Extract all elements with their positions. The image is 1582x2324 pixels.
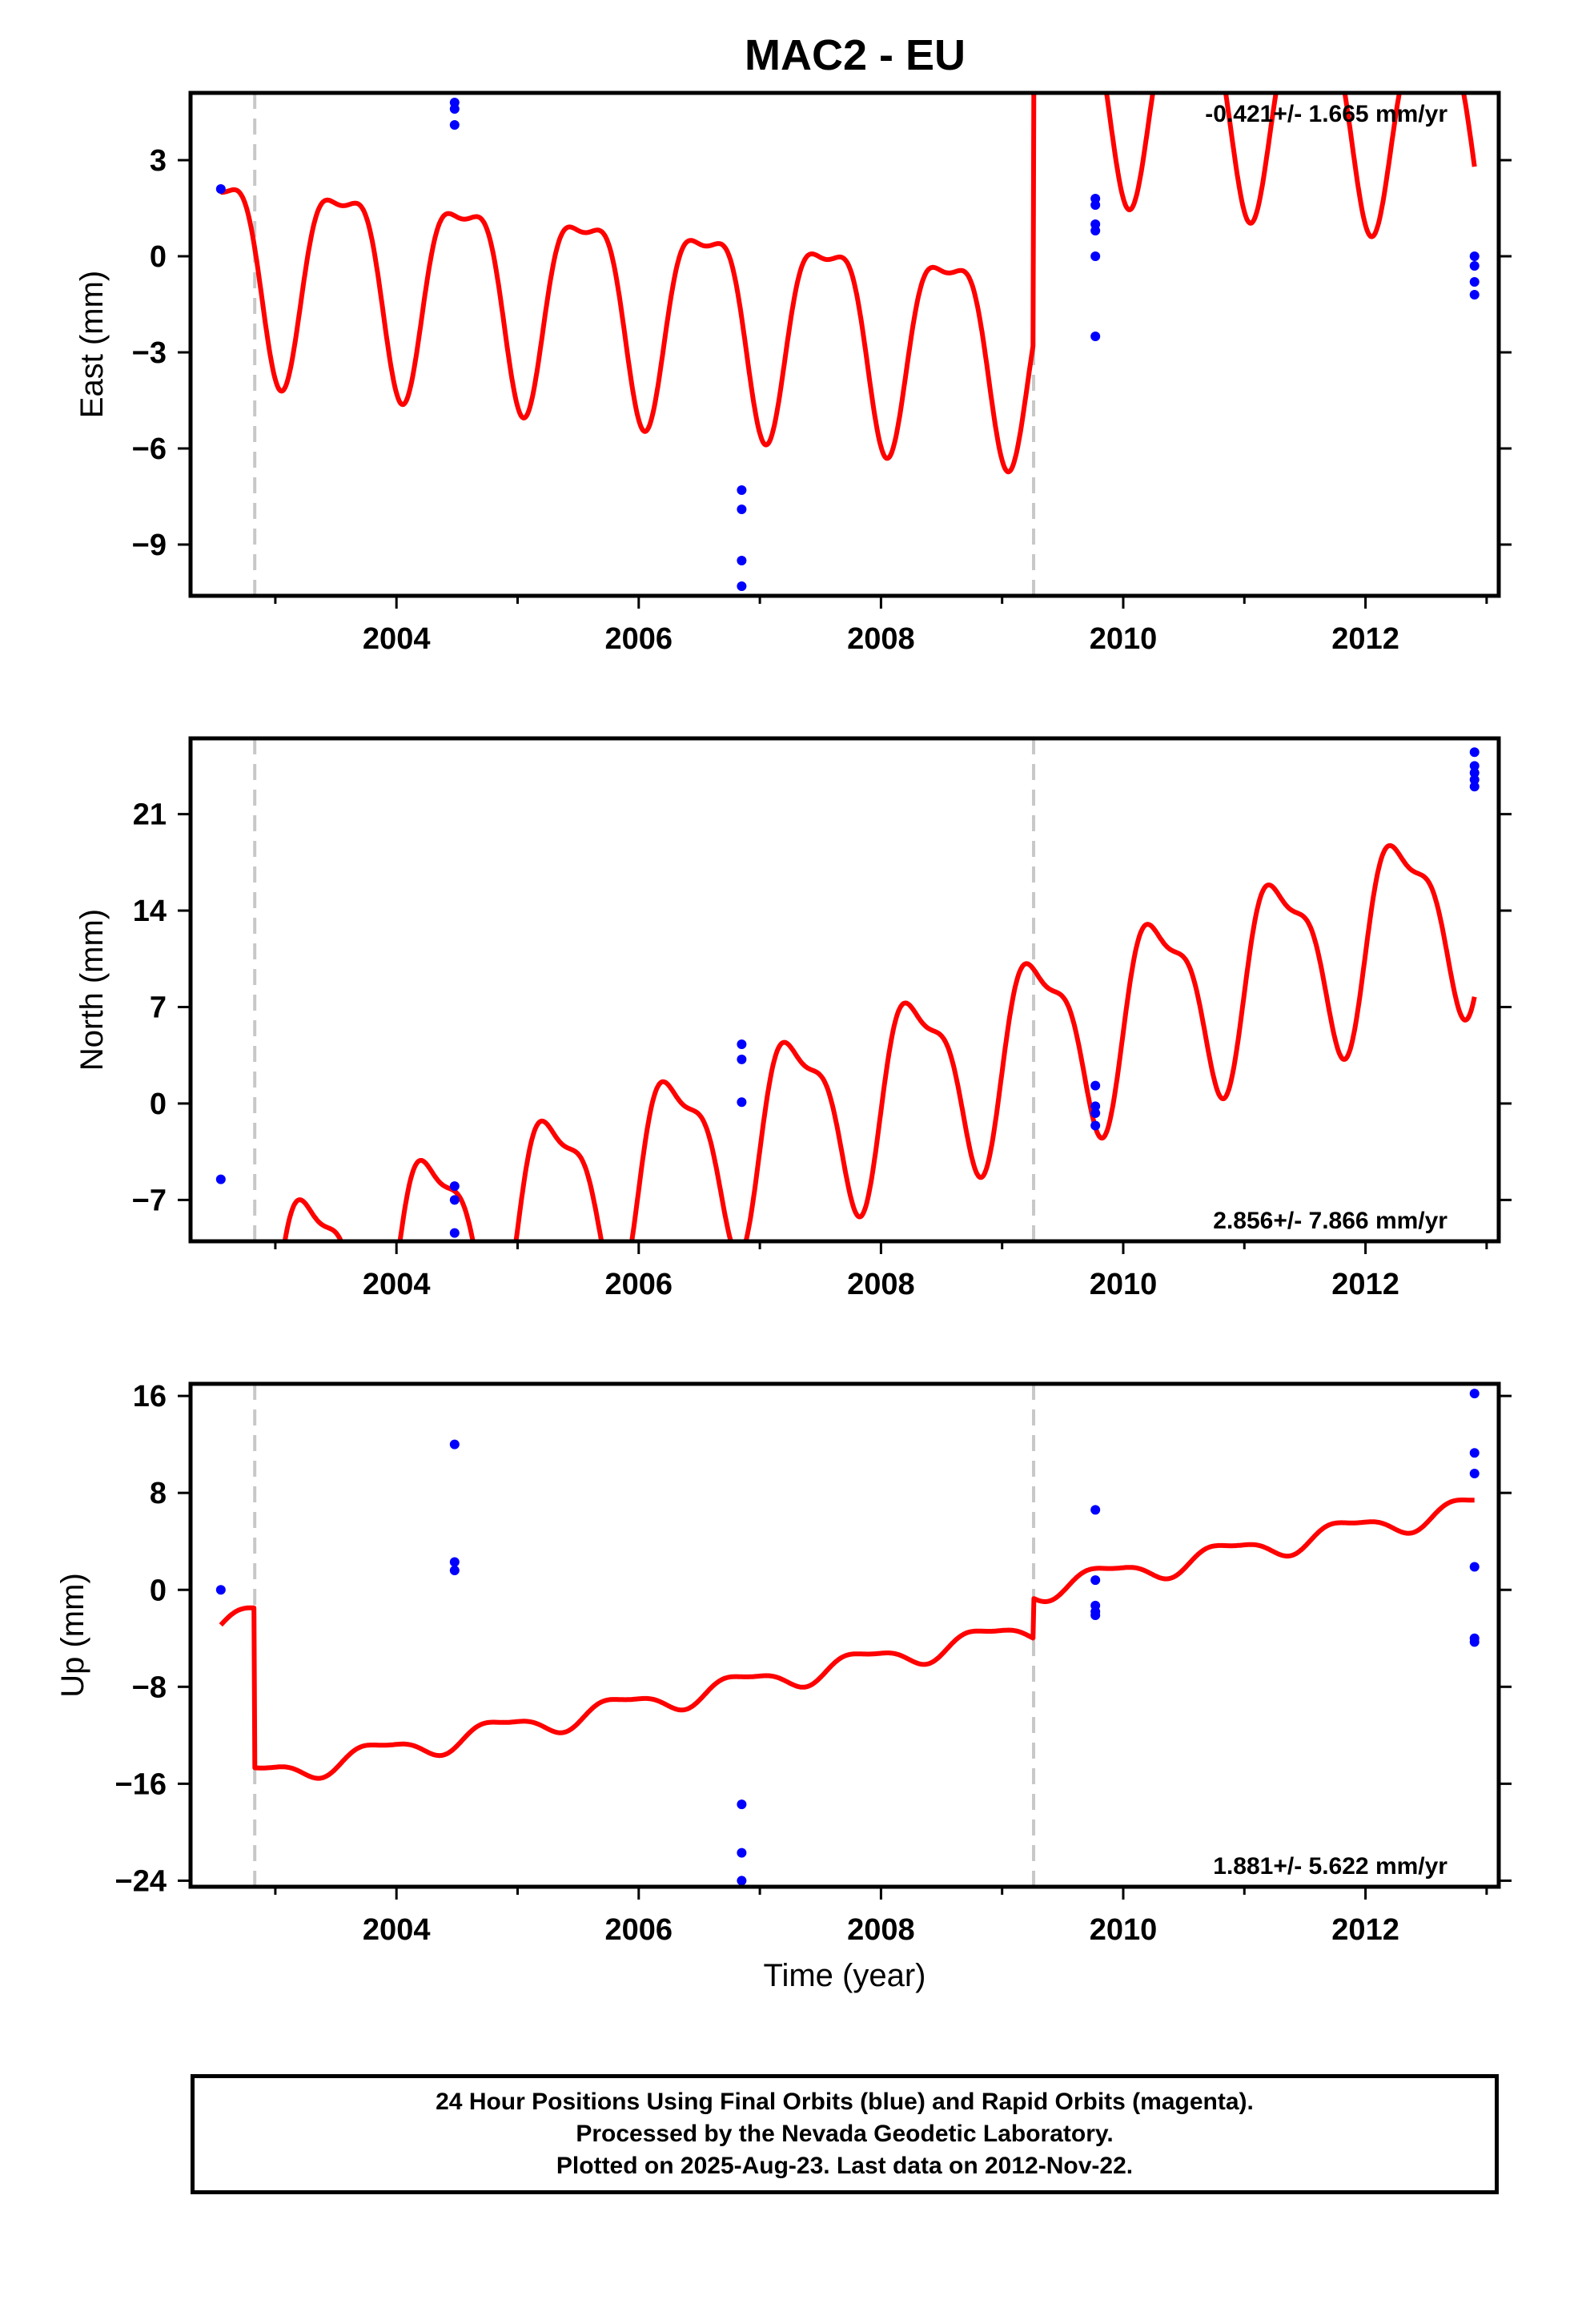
- north-data-point: [1090, 1080, 1101, 1091]
- east-data-point: [737, 581, 747, 591]
- east-ytick-label: −9: [132, 529, 167, 562]
- east-data-point: [1090, 200, 1101, 210]
- north-data-point: [1469, 768, 1480, 778]
- up-data-point: [449, 1557, 460, 1567]
- chart-title: MAC2 - EU: [744, 31, 966, 79]
- east-panel-frame: [188, 90, 1501, 598]
- up-data-point: [215, 1585, 226, 1595]
- north-data-point: [1469, 761, 1480, 771]
- up-xtick-label: 2006: [605, 1913, 673, 1947]
- east-xtick-label: 2008: [847, 622, 915, 656]
- east-ytick-label: 0: [150, 240, 167, 274]
- north-data-point: [737, 1054, 747, 1064]
- east-data-point: [1469, 277, 1480, 287]
- north-panel-frame: [188, 736, 1501, 1244]
- north-ytick-label: −7: [132, 1184, 167, 1217]
- up-rate-label: 1.881+/- 5.622 mm/yr: [1213, 1853, 1447, 1880]
- up-data-point: [1469, 1389, 1480, 1399]
- east-ylabel: East (mm): [74, 271, 110, 418]
- up-data-point: [1469, 1562, 1480, 1572]
- east-data-point: [449, 104, 460, 114]
- north-data-point: [449, 1181, 460, 1192]
- east-panel: 2004 2006 2008 2010 2012 3 0 −3 −6 −9 East (mm) -…: [74, 90, 1512, 656]
- north-data-point: [1469, 747, 1480, 758]
- footer-caption-box: 24 Hour Positions Using Final Orbits (bl…: [191, 2074, 1499, 2194]
- north-ytick-label: 7: [150, 991, 167, 1025]
- north-data-point: [737, 1039, 747, 1049]
- east-data-point: [1090, 251, 1101, 261]
- east-data-point: [1469, 251, 1480, 261]
- up-data-point: [1469, 1468, 1480, 1478]
- north-data-point: [215, 1174, 226, 1184]
- up-ytick-label: 8: [150, 1477, 167, 1510]
- footer-line-1: 24 Hour Positions Using Final Orbits (bl…: [436, 2089, 1254, 2115]
- east-data-point: [215, 184, 226, 194]
- up-xtick-label: 2010: [1090, 1913, 1158, 1947]
- east-xtick-label: 2010: [1090, 622, 1158, 656]
- footer-line-3: Plotted on 2025-Aug-23. Last data on 201…: [556, 2153, 1134, 2179]
- east-data-point: [737, 485, 747, 495]
- east-data-point: [1469, 261, 1480, 271]
- up-data-point: [1090, 1610, 1101, 1621]
- up-data-point: [1469, 1637, 1480, 1647]
- east-data-point: [1090, 226, 1101, 235]
- north-data-point: [1090, 1120, 1101, 1131]
- up-ytick-label: 0: [150, 1574, 167, 1607]
- up-ytick-label: −16: [115, 1767, 167, 1801]
- east-model-line: [219, 93, 1477, 475]
- north-data-point: [1090, 1101, 1101, 1112]
- east-ytick-label: 3: [150, 144, 167, 178]
- north-ylabel: North (mm): [74, 909, 110, 1071]
- east-data-point: [1090, 332, 1101, 341]
- up-data-point: [737, 1848, 747, 1858]
- east-ytick-label: −3: [132, 336, 167, 370]
- north-ytick-label: 21: [133, 798, 167, 832]
- footer-line-2: Processed by the Nevada Geodetic Laborat…: [576, 2121, 1114, 2147]
- up-data-point: [449, 1566, 460, 1576]
- north-ytick-label: 14: [133, 895, 167, 928]
- east-data-point: [737, 556, 747, 565]
- up-data-point: [1469, 1448, 1480, 1458]
- up-xtick-label: 2012: [1331, 1913, 1399, 1947]
- north-data-point: [449, 1195, 460, 1205]
- north-rate-label: 2.856+/- 7.866 mm/yr: [1213, 1208, 1447, 1234]
- east-rate-label: -0.421+/- 1.665 mm/yr: [1205, 101, 1447, 127]
- up-ytick-label: −24: [115, 1864, 167, 1898]
- north-data-point: [449, 1228, 460, 1238]
- up-data-point: [737, 1799, 747, 1810]
- east-ytick-label: −6: [132, 432, 167, 466]
- north-xtick-label: 2012: [1331, 1268, 1399, 1301]
- up-ytick-label: −8: [132, 1671, 167, 1704]
- north-data-point: [737, 1097, 747, 1108]
- north-ytick-label: 0: [150, 1088, 167, 1121]
- up-data-point: [737, 1876, 747, 1886]
- up-data-point: [449, 1439, 460, 1449]
- up-data-point: [1090, 1505, 1101, 1515]
- north-model-line: [282, 842, 1477, 1241]
- up-data-point: [1090, 1575, 1101, 1586]
- east-xtick-label: 2012: [1331, 622, 1399, 656]
- north-data-point: [1469, 782, 1480, 792]
- up-panel-frame: [188, 1381, 1501, 1889]
- east-data-point: [1469, 290, 1480, 300]
- up-ylabel: Up (mm): [55, 1573, 90, 1698]
- east-data-point: [449, 120, 460, 130]
- east-xtick-label: 2004: [363, 622, 431, 656]
- north-xtick-label: 2008: [847, 1268, 915, 1301]
- north-data-point: [1469, 774, 1480, 785]
- east-xtick-label: 2006: [605, 622, 673, 656]
- up-ytick-label: 16: [133, 1380, 167, 1413]
- up-panel: 2004 2006 2008 2010 2012 16 8 0 −8 −16 −24 Up (mm)…: [55, 1380, 1512, 1993]
- north-data-point: [1090, 1108, 1101, 1118]
- up-xtick-label: 2004: [363, 1913, 431, 1947]
- east-data-point: [737, 505, 747, 514]
- north-xtick-label: 2006: [605, 1268, 673, 1301]
- up-xlabel: Time (year): [764, 1958, 926, 1993]
- north-xtick-label: 2004: [363, 1268, 431, 1301]
- up-model-line: [219, 1498, 1476, 1781]
- up-xtick-label: 2008: [847, 1913, 915, 1947]
- north-xtick-label: 2010: [1090, 1268, 1158, 1301]
